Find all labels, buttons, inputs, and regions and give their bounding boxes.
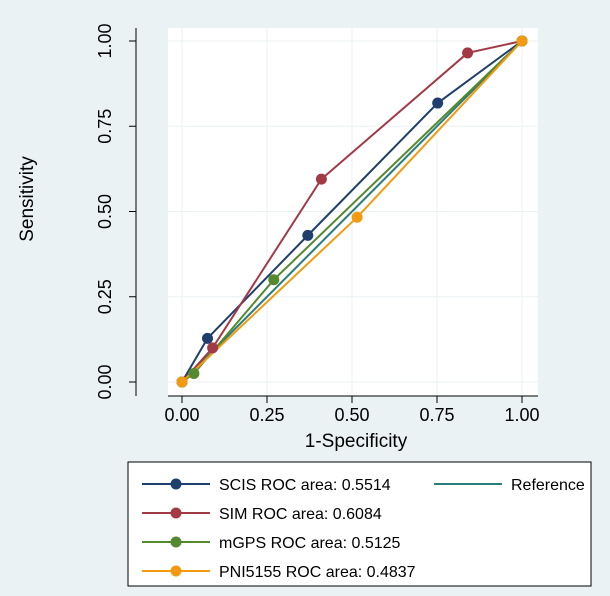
legend-box (127, 461, 592, 587)
x-tick-label-2: 0.50 (334, 405, 369, 425)
series-2-point-2 (268, 274, 280, 286)
y-tick-label-2: 0.50 (95, 194, 115, 229)
series-3-point-2 (516, 35, 528, 47)
legend-label-3: PNI5155 ROC area: 0.4837 (219, 564, 416, 581)
legend-marker-0 (170, 478, 182, 490)
series-1-point-1 (207, 342, 219, 354)
legend-label-0: SCIS ROC area: 0.5514 (219, 477, 391, 494)
y-axis-label: Sensitivity (17, 156, 38, 242)
legend-label-1: SIM ROC area: 0.6084 (219, 506, 382, 523)
y-axis-ticks: 0.00 0.25 0.50 0.75 1.00 (95, 23, 136, 400)
y-tick-label-3: 0.75 (95, 109, 115, 144)
x-axis-label: 1-Specificity (305, 431, 408, 452)
legend-marker-2 (170, 536, 182, 548)
x-tick-label-0: 0.00 (164, 405, 199, 425)
series-1-point-2 (315, 173, 327, 185)
series-1-point-3 (462, 47, 474, 59)
reference-line (181, 40, 523, 383)
series-layer (176, 35, 528, 388)
series-2-point-1 (188, 367, 200, 379)
x-tick-label-1: 0.25 (249, 405, 284, 425)
legend-marker-1 (170, 507, 182, 519)
x-axis-ticks: 0.00 0.25 0.50 0.75 1.00 (164, 396, 540, 425)
series-3-point-1 (351, 211, 363, 223)
series-0-point-2 (302, 229, 314, 241)
series-0-point-1 (202, 332, 213, 344)
y-tick-label-4: 1.00 (95, 23, 115, 58)
legend-marker-3 (170, 565, 182, 577)
y-tick-label-0: 0.00 (95, 364, 115, 399)
x-tick-label-3: 0.75 (419, 405, 454, 425)
legend-label-reference: Reference (511, 477, 585, 494)
series-0-point-3 (432, 97, 444, 109)
y-tick-label-1: 0.25 (95, 279, 115, 314)
series-3-point-0 (176, 376, 188, 388)
x-tick-label-4: 1.00 (504, 405, 539, 425)
legend: SCIS ROC area: 0.5514 SIM ROC area: 0.608… (127, 461, 592, 587)
legend-label-2: mGPS ROC area: 0.5125 (219, 535, 401, 552)
